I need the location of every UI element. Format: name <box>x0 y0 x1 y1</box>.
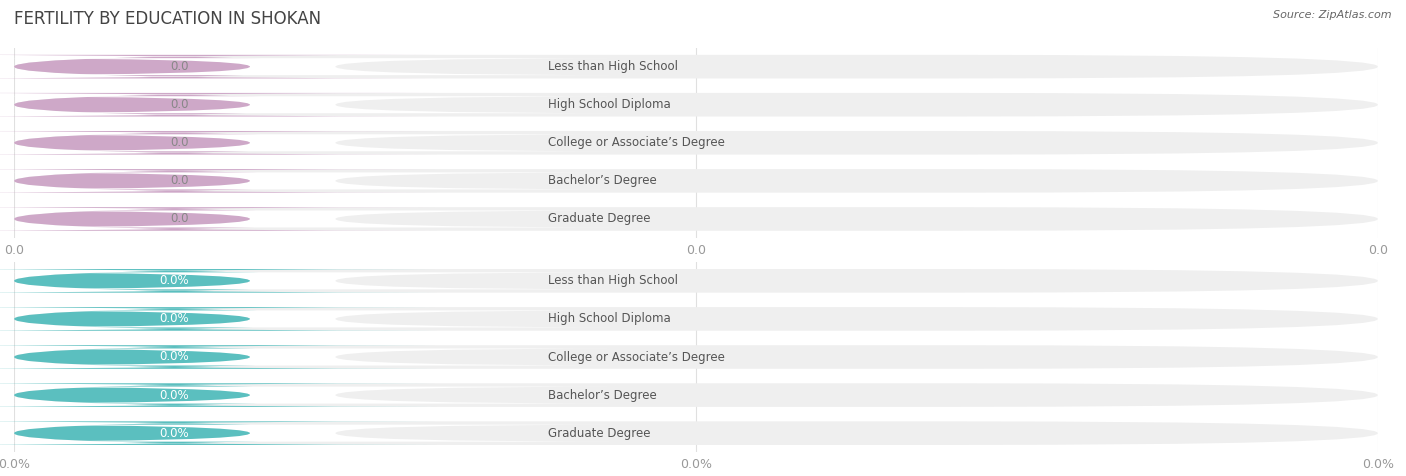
Text: 0.0: 0.0 <box>170 212 190 226</box>
Text: 0.0: 0.0 <box>170 60 190 73</box>
FancyBboxPatch shape <box>0 93 437 117</box>
Text: Bachelor’s Degree: Bachelor’s Degree <box>548 174 657 188</box>
FancyBboxPatch shape <box>14 307 1378 331</box>
Text: Bachelor’s Degree: Bachelor’s Degree <box>548 388 657 402</box>
FancyBboxPatch shape <box>14 421 1378 445</box>
FancyBboxPatch shape <box>0 55 437 79</box>
Text: High School Diploma: High School Diploma <box>548 312 671 326</box>
FancyBboxPatch shape <box>0 307 437 331</box>
FancyBboxPatch shape <box>14 383 1378 407</box>
FancyBboxPatch shape <box>0 345 437 369</box>
FancyBboxPatch shape <box>14 207 1378 231</box>
FancyBboxPatch shape <box>0 169 437 193</box>
FancyBboxPatch shape <box>0 96 640 113</box>
Text: FERTILITY BY EDUCATION IN SHOKAN: FERTILITY BY EDUCATION IN SHOKAN <box>14 10 321 28</box>
Text: Source: ZipAtlas.com: Source: ZipAtlas.com <box>1274 10 1392 20</box>
Text: Less than High School: Less than High School <box>548 274 679 288</box>
FancyBboxPatch shape <box>0 387 640 404</box>
Text: 0.0%: 0.0% <box>159 274 190 288</box>
FancyBboxPatch shape <box>0 210 640 228</box>
FancyBboxPatch shape <box>0 310 640 327</box>
FancyBboxPatch shape <box>14 169 1378 193</box>
Text: High School Diploma: High School Diploma <box>548 98 671 111</box>
FancyBboxPatch shape <box>0 131 437 155</box>
FancyBboxPatch shape <box>0 272 640 289</box>
Text: 0.0: 0.0 <box>170 136 190 149</box>
Text: 0.0%: 0.0% <box>159 388 190 402</box>
FancyBboxPatch shape <box>0 207 437 231</box>
FancyBboxPatch shape <box>14 345 1378 369</box>
Text: Graduate Degree: Graduate Degree <box>548 426 651 440</box>
Text: 0.0%: 0.0% <box>159 312 190 326</box>
FancyBboxPatch shape <box>0 425 640 442</box>
FancyBboxPatch shape <box>14 55 1378 79</box>
Text: College or Associate’s Degree: College or Associate’s Degree <box>548 350 725 364</box>
FancyBboxPatch shape <box>0 348 640 366</box>
Text: 0.0%: 0.0% <box>159 350 190 364</box>
FancyBboxPatch shape <box>0 269 437 293</box>
Text: 0.0%: 0.0% <box>159 426 190 440</box>
FancyBboxPatch shape <box>0 421 437 445</box>
FancyBboxPatch shape <box>14 93 1378 117</box>
FancyBboxPatch shape <box>0 134 640 151</box>
FancyBboxPatch shape <box>0 58 640 75</box>
Text: Less than High School: Less than High School <box>548 60 679 73</box>
FancyBboxPatch shape <box>14 131 1378 155</box>
FancyBboxPatch shape <box>14 269 1378 293</box>
Text: College or Associate’s Degree: College or Associate’s Degree <box>548 136 725 149</box>
Text: Graduate Degree: Graduate Degree <box>548 212 651 226</box>
Text: 0.0: 0.0 <box>170 98 190 111</box>
FancyBboxPatch shape <box>0 383 437 407</box>
FancyBboxPatch shape <box>0 172 640 189</box>
Text: 0.0: 0.0 <box>170 174 190 188</box>
